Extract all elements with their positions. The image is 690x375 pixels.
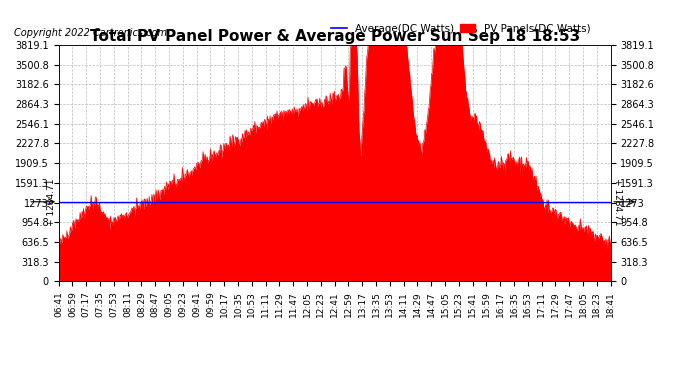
Text: + 1284.71: + 1284.71 xyxy=(47,178,56,225)
Legend: Average(DC Watts), PV Panels(DC Watts): Average(DC Watts), PV Panels(DC Watts) xyxy=(327,20,594,38)
Text: Copyright 2022 Cartronics.com: Copyright 2022 Cartronics.com xyxy=(14,28,167,38)
Text: + 1284.71: + 1284.71 xyxy=(613,178,622,225)
Title: Total PV Panel Power & Average Power Sun Sep 18 18:53: Total PV Panel Power & Average Power Sun… xyxy=(90,29,580,44)
